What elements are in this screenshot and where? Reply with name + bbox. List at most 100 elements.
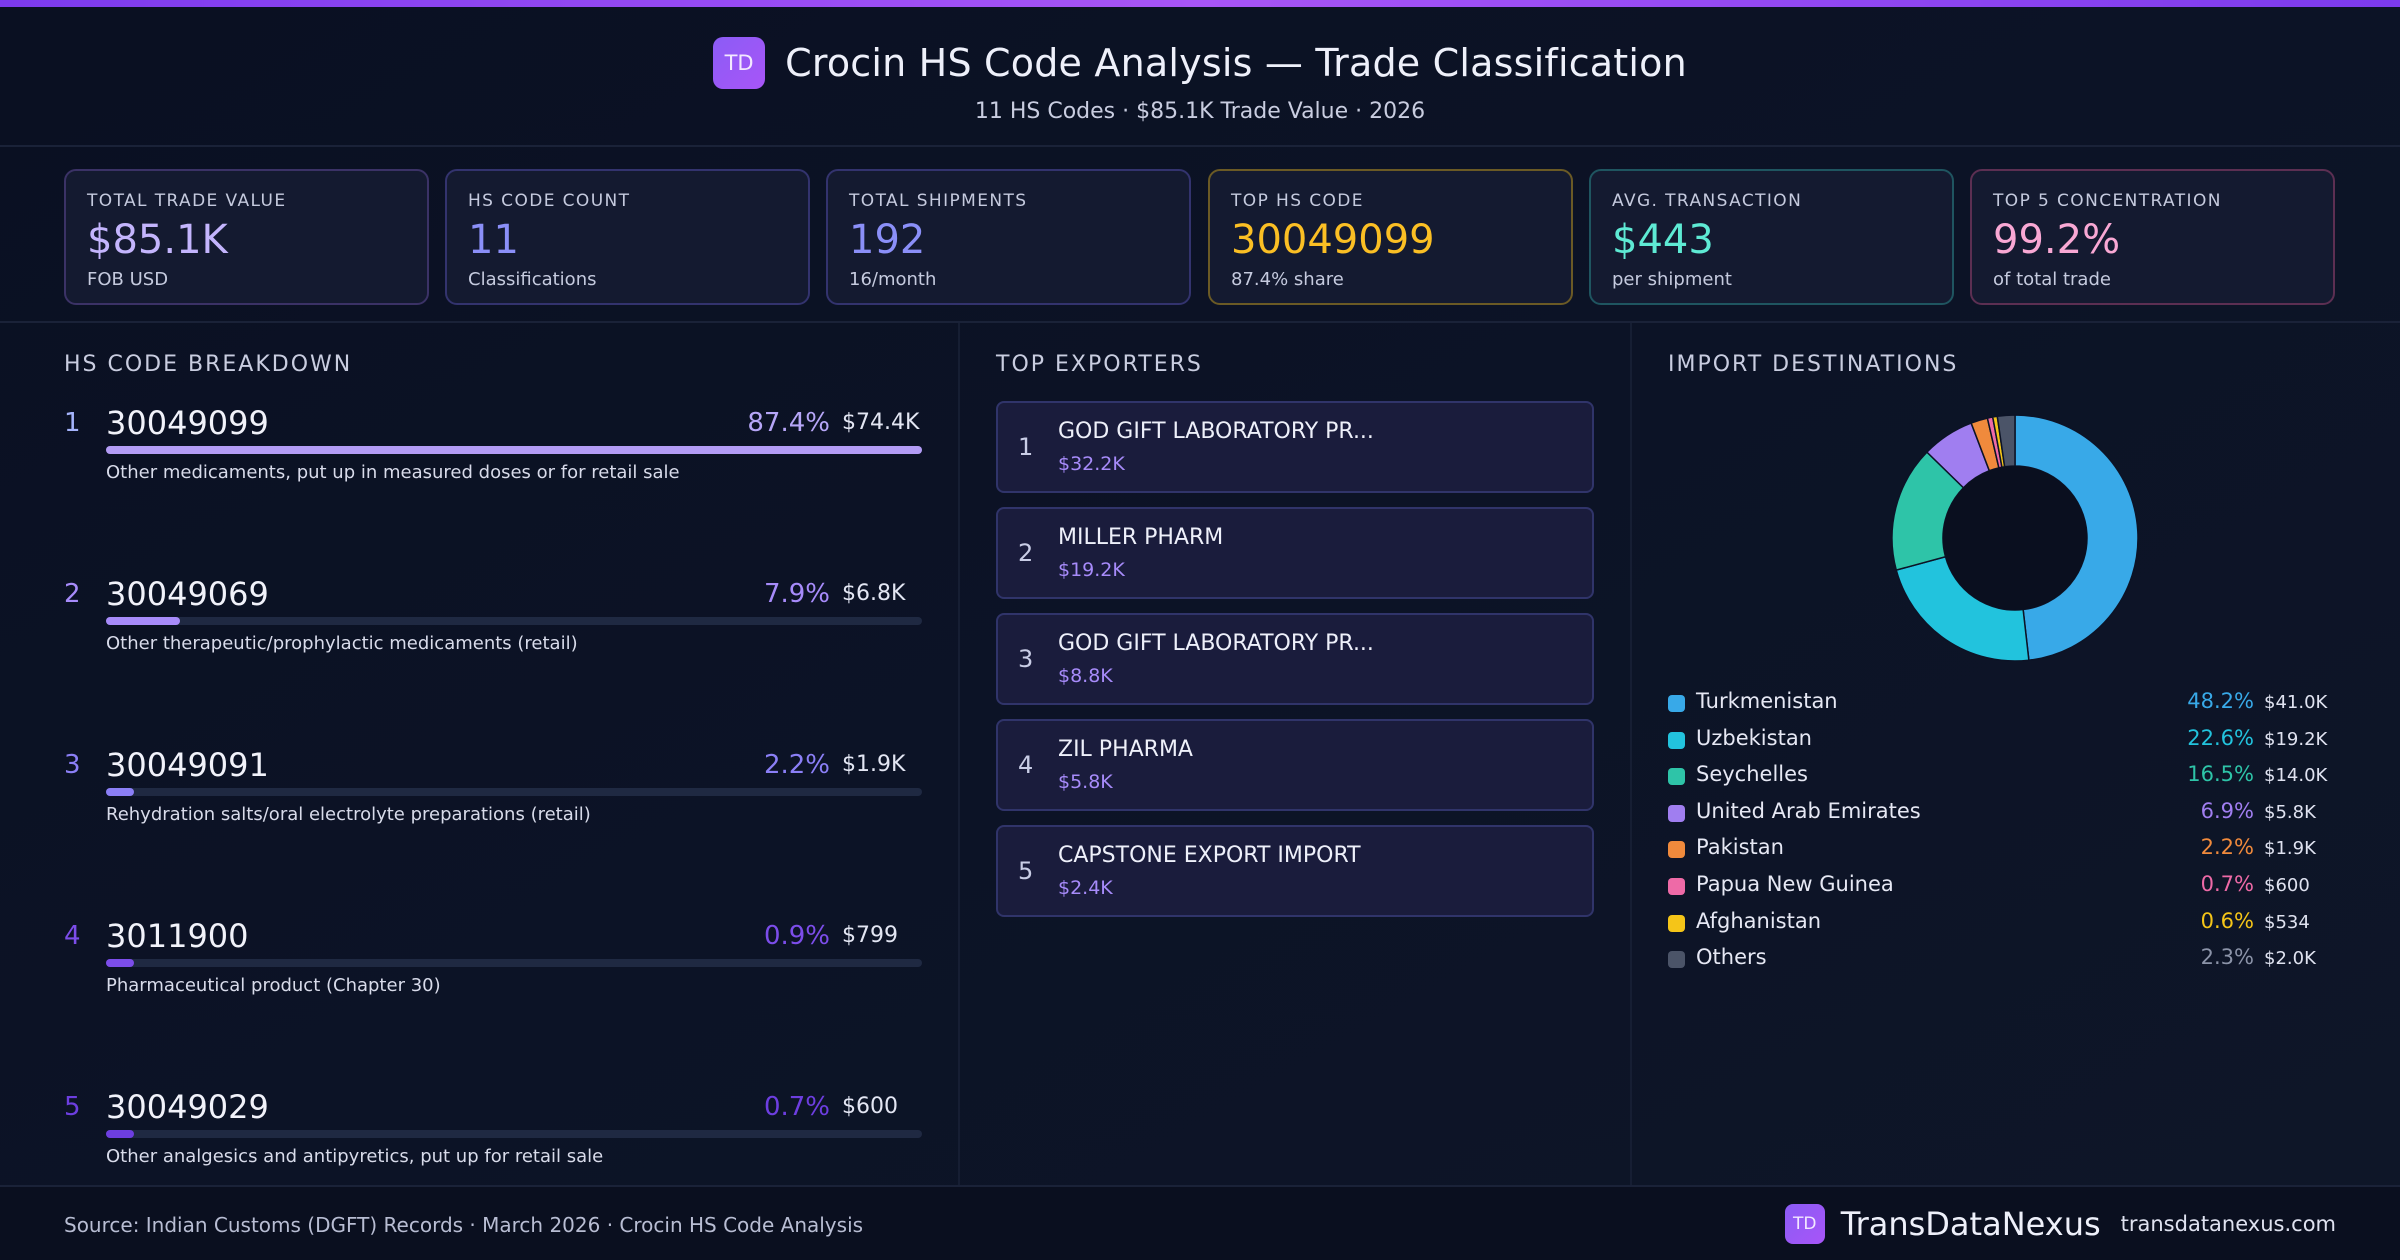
destination-legend-item[interactable]: Uzbekistan 22.6% $19.2K [1668, 723, 2344, 757]
hs-code-label: 30049091 [106, 746, 269, 784]
kpi-label: HS CODE COUNT [468, 191, 631, 211]
kpi-card: TOP 5 CONCENTRATION 99.2% of total trade [1970, 169, 2335, 305]
destination-name: Turkmenistan [1696, 689, 1838, 713]
kpi-label: TOP 5 CONCENTRATION [1993, 191, 2222, 211]
kpi-label: TOTAL SHIPMENTS [849, 191, 1028, 211]
kpi-card: TOTAL TRADE VALUE $85.1K FOB USD [64, 169, 429, 305]
destination-pct: 2.3% [2200, 945, 2254, 970]
hs-trade-value: $74.4K [842, 410, 920, 435]
kpi-strip: TOTAL TRADE VALUE $85.1K FOB USD HS CODE CO… [0, 147, 2400, 323]
hs-code-label: 30049029 [106, 1088, 269, 1126]
destination-pct: 2.2% [2200, 835, 2254, 860]
destination-legend-item[interactable]: Pakistan 2.2% $1.9K [1668, 832, 2344, 866]
footer: Source: Indian Customs (DGFT) Records · … [0, 1185, 2400, 1260]
exporter-name: GOD GIFT LABORATORY PR... [1058, 419, 1374, 444]
hs-breakdown-title: HS CODE BREAKDOWN [64, 352, 353, 377]
destinations-donut-chart [1891, 414, 2139, 662]
donut-slice-turkmenistan[interactable] [2014, 414, 2139, 662]
destination-legend-item[interactable]: Others 2.3% $2.0K [1668, 942, 2344, 976]
destinations-title: IMPORT DESTINATIONS [1668, 352, 1959, 377]
exporter-name: ZIL PHARMA [1058, 737, 1193, 762]
hs-code-row[interactable]: 1 30049099 87.4% $74.4K Other medicaments, p… [64, 404, 922, 524]
exporter-rank: 5 [1018, 857, 1034, 885]
destination-value: $534 [2264, 911, 2310, 933]
legend-swatch [1668, 731, 1685, 749]
destination-legend-item[interactable]: Turkmenistan 48.2% $41.0K [1668, 686, 2344, 720]
kpi-subtext: FOB USD [87, 269, 169, 290]
exporter-rank: 2 [1018, 539, 1034, 567]
destination-value: $14.0K [2264, 765, 2328, 787]
footer-brand-name: TransDataNexus [1840, 1205, 2101, 1243]
kpi-value: 30049099 [1231, 217, 1435, 263]
kpi-subtext: Classifications [468, 269, 597, 290]
destination-legend-item[interactable]: Afghanistan 0.6% $534 [1668, 906, 2344, 940]
kpi-value: $85.1K [87, 217, 228, 263]
exporter-card[interactable]: 4 ZIL PHARMA $5.8K [996, 719, 1594, 811]
footer-url[interactable]: transdatanexus.com [2120, 1212, 2336, 1236]
exporter-name: CAPSTONE EXPORT IMPORT [1058, 843, 1361, 868]
destination-legend-item[interactable]: Papua New Guinea 0.7% $600 [1668, 869, 2344, 903]
hs-trade-value: $6.8K [842, 581, 906, 606]
exporter-card[interactable]: 5 CAPSTONE EXPORT IMPORT $2.4K [996, 825, 1594, 917]
hs-code-row[interactable]: 2 30049069 7.9% $6.8K Other therapeutic/prop… [64, 575, 922, 695]
legend-swatch [1668, 695, 1685, 712]
legend-swatch [1668, 951, 1685, 969]
exporter-value: $8.8K [1058, 665, 1113, 687]
exporter-rank: 4 [1018, 751, 1034, 779]
exporter-card[interactable]: 2 MILLER PHARM $19.2K [996, 507, 1594, 599]
hs-description: Rehydration salts/oral electrolyte prepa… [106, 804, 591, 825]
destination-pct: 16.5% [2187, 762, 2254, 787]
hs-share-bar-track [106, 788, 922, 796]
exporter-value: $5.8K [1058, 771, 1113, 793]
hs-rank: 4 [64, 921, 81, 951]
exporters-title: TOP EXPORTERS [996, 352, 1203, 377]
kpi-value: 99.2% [1993, 217, 2121, 263]
hs-rank: 5 [64, 1092, 81, 1122]
exporter-name: GOD GIFT LABORATORY PR... [1058, 631, 1374, 656]
header: TD Crocin HS Code Analysis — Trade Class… [0, 7, 2400, 147]
kpi-subtext: 87.4% share [1231, 269, 1344, 290]
hs-share-pct: 0.9% [763, 921, 830, 951]
legend-swatch [1668, 914, 1685, 932]
destination-pct: 6.9% [2200, 798, 2254, 823]
kpi-card: TOP HS CODE 30049099 87.4% share [1208, 169, 1573, 305]
kpi-subtext: of total trade [1993, 269, 2111, 290]
kpi-card: TOTAL SHIPMENTS 192 16/month [826, 169, 1191, 305]
hs-description: Other analgesics and antipyretics, put u… [106, 1146, 604, 1167]
hs-code-row[interactable]: 4 3011900 0.9% $799 Pharmaceutical product (… [64, 917, 922, 1037]
hs-share-pct: 87.4% [747, 408, 830, 438]
destination-value: $1.9K [2264, 838, 2316, 860]
legend-swatch [1668, 804, 1685, 822]
destination-name: Afghanistan [1696, 908, 1822, 933]
footer-logo-badge: TD [1784, 1204, 1825, 1244]
exporter-value: $2.4K [1058, 877, 1113, 899]
destination-name: Pakistan [1696, 835, 1784, 860]
page-title: Crocin HS Code Analysis — Trade Classifi… [785, 41, 1687, 85]
hs-share-bar-track [106, 617, 922, 625]
kpi-card: HS CODE COUNT 11 Classifications [445, 169, 810, 305]
hs-share-pct: 0.7% [763, 1092, 830, 1122]
destination-legend-item[interactable]: Seychelles 16.5% $14.0K [1668, 759, 2344, 793]
hs-share-pct: 7.9% [763, 579, 830, 609]
exporter-card[interactable]: 1 GOD GIFT LABORATORY PR... $32.2K [996, 401, 1594, 493]
kpi-value: 11 [468, 217, 519, 263]
exporter-rank: 3 [1018, 645, 1034, 673]
exporter-value: $32.2K [1058, 453, 1125, 475]
destination-name: United Arab Emirates [1696, 798, 1921, 823]
kpi-value: $443 [1612, 217, 1714, 263]
destination-value: $2.0K [2264, 948, 2316, 970]
exporter-rank: 1 [1018, 433, 1034, 461]
kpi-label: AVG. TRANSACTION [1612, 191, 1803, 211]
hs-description: Other medicaments, put up in measured do… [106, 462, 680, 483]
destination-legend-item[interactable]: United Arab Emirates 6.9% $5.8K [1668, 796, 2344, 830]
hs-share-bar [106, 788, 134, 796]
kpi-subtext: 16/month [849, 269, 937, 290]
destination-value: $19.2K [2264, 728, 2328, 750]
exporter-card[interactable]: 3 GOD GIFT LABORATORY PR... $8.8K [996, 613, 1594, 705]
hs-code-label: 3011900 [106, 917, 249, 955]
hs-code-row[interactable]: 3 30049091 2.2% $1.9K Rehydration salts/oral… [64, 746, 922, 866]
hs-code-row[interactable]: 5 30049029 0.7% $600 Other analgesics and an… [64, 1088, 922, 1208]
hs-share-bar [106, 959, 134, 967]
hs-description: Other therapeutic/prophylactic medicamen… [106, 633, 578, 654]
kpi-label: TOP HS CODE [1231, 191, 1364, 211]
